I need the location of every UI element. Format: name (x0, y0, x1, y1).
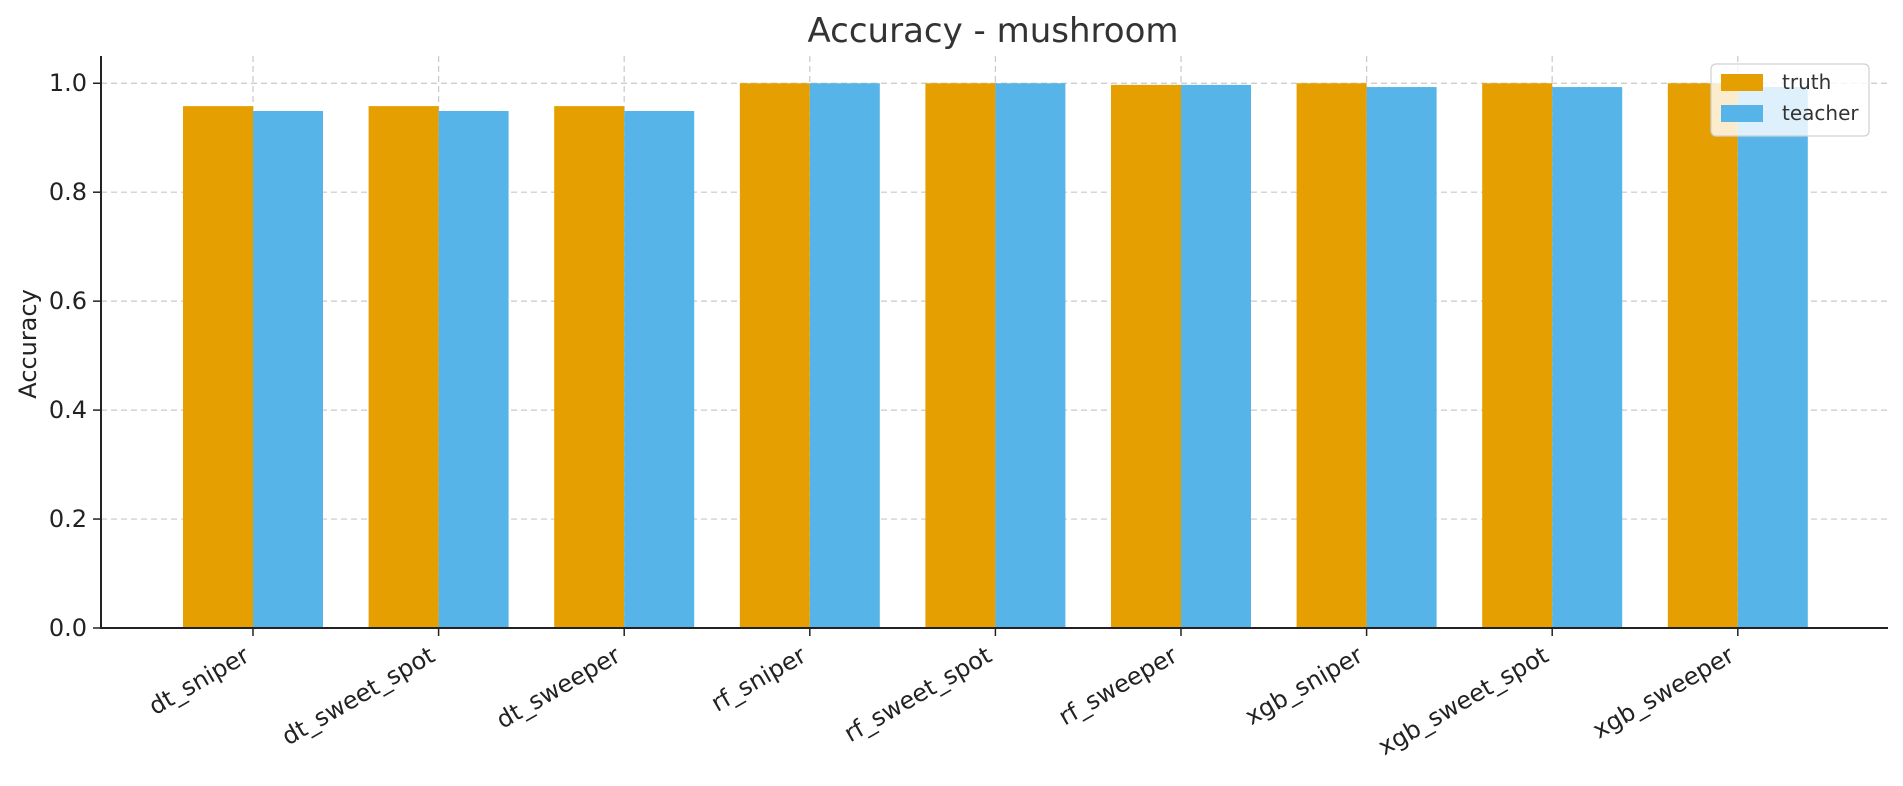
x-tick-label: rf_sweeper (1054, 641, 1182, 731)
bar-teacher-xgb_sweet_spot (1552, 87, 1623, 628)
y-tick-label: 0.8 (49, 178, 87, 206)
x-tick-label: dt_sweet_spot (277, 641, 440, 751)
x-tick-label: xgb_sniper (1240, 641, 1367, 731)
bar-teacher-dt_sweeper (624, 111, 695, 629)
bars-layer (183, 83, 1808, 629)
bar-truth-rf_sweet_spot (925, 83, 996, 628)
bar-teacher-rf_sniper (809, 83, 880, 628)
legend-swatch-truth (1721, 74, 1763, 91)
y-tick-label: 1.0 (49, 69, 87, 97)
x-tick-label: dt_sweeper (492, 641, 626, 734)
bar-truth-dt_sniper (183, 106, 253, 628)
bar-truth-dt_sweeper (554, 106, 625, 628)
legend-label-teacher: teacher (1782, 101, 1859, 125)
y-tick-label: 0.4 (49, 396, 87, 424)
bar-truth-xgb_sweeper (1667, 83, 1738, 628)
bar-truth-xgb_sniper (1296, 83, 1367, 628)
bar-truth-dt_sweet_spot (368, 106, 439, 628)
x-tick-label: rf_sweet_spot (839, 641, 996, 748)
bar-truth-rf_sniper (739, 83, 810, 628)
legend: truth teacher (1710, 63, 1870, 137)
y-tick-label: 0.0 (49, 614, 87, 642)
bar-teacher-xgb_sweeper (1737, 87, 1808, 628)
x-tick-label: xgb_sweeper (1588, 641, 1739, 744)
legend-swatch-teacher (1721, 105, 1763, 122)
x-tick-label: rf_sniper (706, 641, 811, 718)
bar-truth-rf_sweeper (1111, 84, 1181, 629)
y-tick-label: 0.6 (49, 287, 87, 315)
y-tick-label: 0.2 (49, 505, 87, 533)
bar-teacher-rf_sweet_spot (995, 83, 1066, 628)
x-tick-label: dt_sniper (144, 641, 254, 721)
bar-teacher-dt_sweet_spot (438, 111, 509, 629)
bar-teacher-rf_sweeper (1181, 84, 1251, 629)
chart-title: Accuracy - mushroom (808, 11, 1179, 51)
legend-label-truth: truth (1782, 70, 1831, 94)
bar-truth-xgb_sweet_spot (1482, 83, 1553, 628)
x-tick-label: xgb_sweet_spot (1373, 641, 1553, 761)
bar-teacher-xgb_sniper (1366, 87, 1437, 628)
y-axis-label: Accuracy (14, 289, 42, 399)
bar-teacher-dt_sniper (253, 111, 323, 629)
